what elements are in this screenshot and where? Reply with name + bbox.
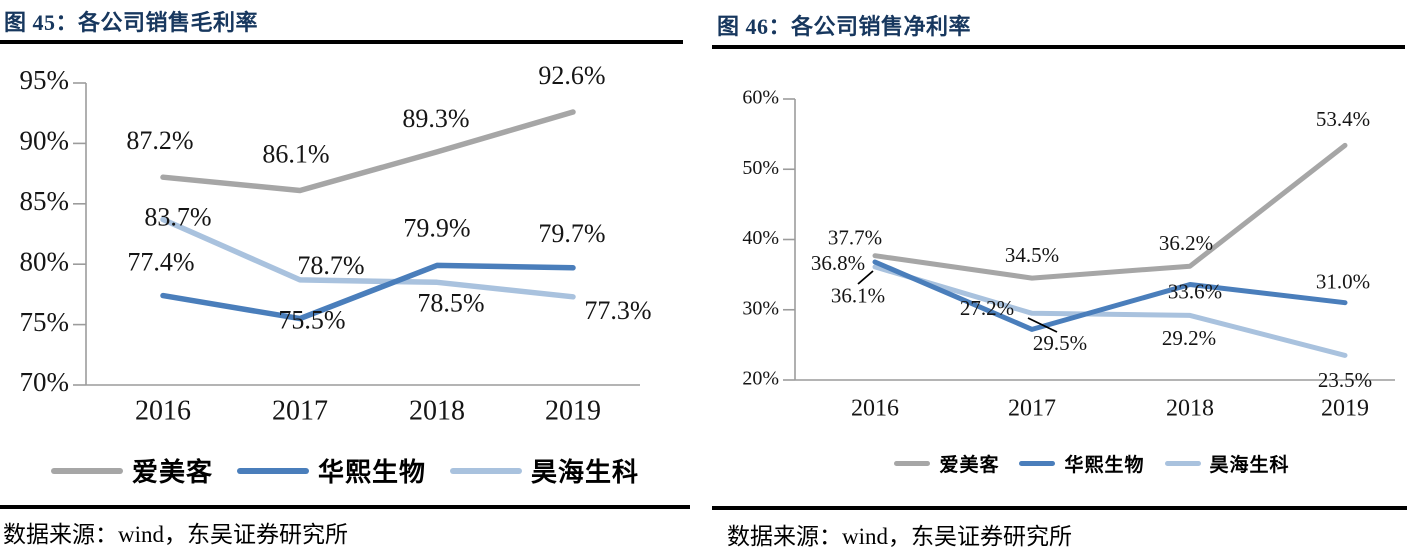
legend-swatch xyxy=(236,467,309,474)
series-line-爱美客 xyxy=(872,142,1348,281)
series-line-华熙生物 xyxy=(872,259,1348,332)
legend-label: 爱美客 xyxy=(939,455,1000,476)
legend-item-昊海生科: 昊海生科 xyxy=(450,452,639,489)
label-leader-line xyxy=(857,270,874,285)
legend-label: 华熙生物 xyxy=(1064,455,1145,476)
chart-title-gross-margin: 图 45：各公司销售毛利率 xyxy=(4,10,259,35)
data-label-华熙生物: 79.7% xyxy=(538,219,605,248)
panel-net-margin: 图 46：各公司销售净利率 20% 30% 40% 50% 60% 2016 2017 201… xyxy=(707,0,1407,554)
legend-swatch xyxy=(894,461,931,466)
legend-item-华熙生物: 华熙生物 xyxy=(236,452,426,489)
data-label-爱美客: 53.4% xyxy=(1316,107,1370,131)
x-tick-label: 2016 xyxy=(851,396,899,422)
y-tick-label: 85% xyxy=(20,186,70,216)
net-margin-line-chart: 20% 30% 40% 50% 60% 2016 2017 2018 2019 37.7% 34.5… xyxy=(742,87,1395,422)
data-label-昊海生科: 77.3% xyxy=(584,296,651,325)
x-tick-label: 2018 xyxy=(1166,396,1214,422)
source-note: 数据来源：wind，东吴证券研究所 xyxy=(3,522,348,547)
legend-swatch xyxy=(1019,461,1056,466)
data-label-爱美客: 86.1% xyxy=(262,139,329,168)
source-note: 数据来源：wind，东吴证券研究所 xyxy=(727,524,1072,549)
title-rule xyxy=(0,40,683,44)
y-tick-label: 50% xyxy=(742,157,779,179)
x-tick-label: 2016 xyxy=(135,395,191,426)
data-label-昊海生科: 23.5% xyxy=(1318,368,1372,392)
data-label-华熙生物: 75.5% xyxy=(278,306,345,335)
title-rule xyxy=(712,45,1405,49)
chart-legend: 爱美客 华熙生物 昊海生科 xyxy=(777,450,1407,477)
x-tick-label: 2018 xyxy=(409,395,465,426)
y-tick-label: 90% xyxy=(20,126,70,156)
data-label-昊海生科: 36.1% xyxy=(831,284,885,308)
x-tick-label: 2019 xyxy=(1321,396,1369,422)
series-line-爱美客 xyxy=(160,109,576,194)
legend-swatch xyxy=(50,467,123,474)
panel-gross-margin: 图 45：各公司销售毛利率 70% 75% 80% 85% 90% 95% 2016 2017… xyxy=(0,0,690,554)
y-tick-label: 60% xyxy=(742,87,779,109)
data-label-爱美客: 87.2% xyxy=(126,126,193,155)
chart-legend: 爱美客 华熙生物 昊海生科 xyxy=(0,452,690,489)
legend-label: 昊海生科 xyxy=(531,458,640,487)
legend-label: 爱美客 xyxy=(131,458,213,487)
chart-title-net-margin: 图 46：各公司销售净利率 xyxy=(717,14,972,39)
legend-item-华熙生物: 华熙生物 xyxy=(1019,450,1144,477)
legend-swatch xyxy=(450,467,522,474)
data-label-华熙生物: 33.6% xyxy=(1168,279,1222,303)
data-label-昊海生科: 83.7% xyxy=(144,202,211,231)
x-tick-label: 2017 xyxy=(1008,396,1056,422)
y-tick-label: 20% xyxy=(742,368,779,390)
y-tick-label: 30% xyxy=(742,297,779,319)
y-tick-label: 80% xyxy=(20,246,70,276)
legend-item-爱美客: 爱美客 xyxy=(50,452,213,489)
bottom-rule xyxy=(0,505,690,509)
data-label-华熙生物: 36.8% xyxy=(811,251,865,275)
data-label-爱美客: 34.5% xyxy=(1005,243,1059,267)
y-tick-label: 40% xyxy=(742,227,779,249)
data-label-昊海生科: 78.7% xyxy=(297,251,364,280)
series-line-华熙生物 xyxy=(160,262,576,322)
legend-label: 昊海生科 xyxy=(1209,455,1290,476)
gross-margin-line-chart: 70% 75% 80% 85% 90% 95% 2016 2017 2018 2019 87.2% 8… xyxy=(20,61,652,426)
x-tick-label: 2019 xyxy=(545,395,601,426)
data-label-华熙生物: 79.9% xyxy=(403,213,470,242)
y-tick-label: 70% xyxy=(20,367,70,397)
y-tick-label: 95% xyxy=(20,65,70,95)
data-label-昊海生科: 29.5% xyxy=(1033,331,1087,355)
data-label-爱美客: 92.6% xyxy=(538,61,605,90)
x-tick-label: 2017 xyxy=(272,395,328,426)
data-label-华熙生物: 27.2% xyxy=(960,296,1014,320)
legend-swatch xyxy=(1164,461,1201,466)
bottom-rule xyxy=(712,506,1407,510)
data-label-爱美客: 89.3% xyxy=(402,104,469,133)
data-label-爱美客: 37.7% xyxy=(828,225,882,249)
data-label-华熙生物: 31.0% xyxy=(1316,270,1370,294)
label-leader-line xyxy=(1027,317,1058,333)
data-label-华熙生物: 77.4% xyxy=(127,248,194,277)
data-label-昊海生科: 78.5% xyxy=(417,288,484,317)
legend-label: 华熙生物 xyxy=(317,458,426,487)
data-label-爱美客: 36.2% xyxy=(1159,231,1213,255)
series-line-昊海生科 xyxy=(872,264,1348,358)
legend-item-昊海生科: 昊海生科 xyxy=(1164,450,1290,477)
series-line-昊海生科 xyxy=(160,216,576,300)
legend-item-爱美客: 爱美客 xyxy=(894,450,999,477)
y-tick-label: 75% xyxy=(20,307,70,337)
data-label-昊海生科: 29.2% xyxy=(1162,326,1216,350)
